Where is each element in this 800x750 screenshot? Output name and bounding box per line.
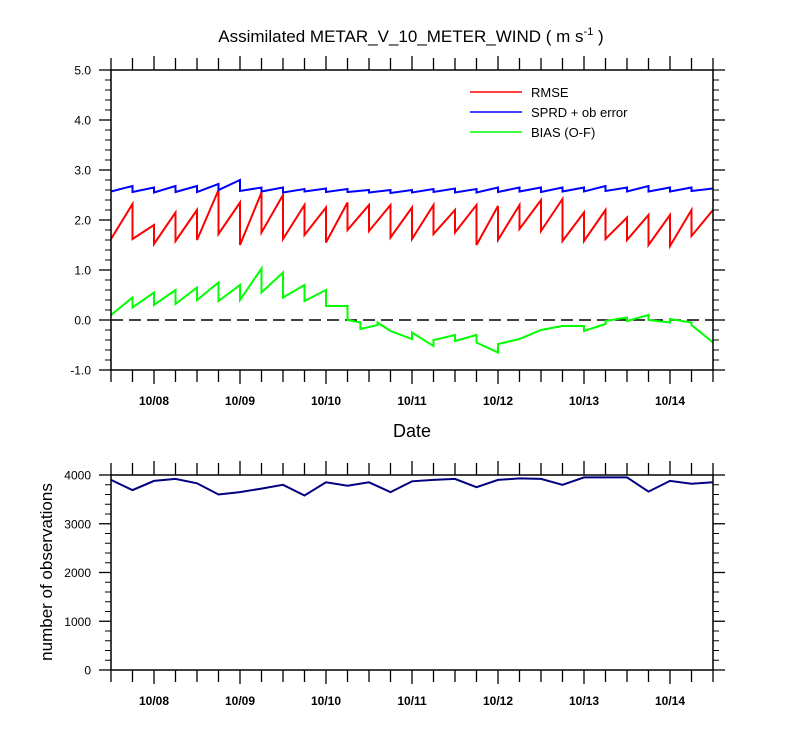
bottom-ticks [99, 461, 725, 684]
y-axis-label-observations: number of observations [37, 483, 56, 661]
y-tick-label: 2000 [64, 566, 91, 580]
x-tick-label: 10/08 [139, 394, 169, 408]
top-y-tick-labels: -1.0 0.0 1.0 2.0 3.0 4.0 5.0 [70, 64, 91, 378]
y-tick-label: 3000 [64, 517, 91, 531]
x-tick-label: 10/13 [569, 394, 599, 408]
x-tick-label: 10/09 [225, 394, 255, 408]
legend-label-rmse: RMSE [531, 85, 569, 100]
bottom-y-tick-labels: 0 1000 2000 3000 4000 [64, 469, 91, 678]
bottom-plot-frame [110, 474, 714, 671]
top-x-tick-labels: 10/08 10/09 10/10 10/11 10/12 10/13 10/14 [139, 394, 685, 408]
x-tick-label: 10/14 [655, 394, 685, 408]
x-axis-label: Date [393, 421, 431, 441]
x-tick-label: 10/10 [311, 394, 341, 408]
chart-title-main: Assimilated METAR_V_10_METER_WIND ( m s [218, 27, 583, 46]
x-tick-label: 10/14 [655, 694, 685, 708]
x-tick-label: 10/11 [397, 394, 427, 408]
x-tick-label: 10/08 [139, 694, 169, 708]
x-tick-label: 10/12 [483, 694, 513, 708]
y-tick-label: 0.0 [74, 314, 91, 328]
x-tick-label: 10/10 [311, 694, 341, 708]
top-ticks [99, 56, 725, 384]
chart-title-close: ) [593, 27, 603, 46]
y-tick-label: 3.0 [74, 164, 91, 178]
y-tick-label: 1.0 [74, 264, 91, 278]
x-tick-label: 10/13 [569, 694, 599, 708]
legend-label-sprd: SPRD + ob error [531, 105, 628, 120]
top-panel: -1.00.01.02.03.04.05.0 10/08 10/09 10/10 10… [70, 56, 725, 441]
legend-label-bias: BIAS (O-F) [531, 125, 595, 140]
y-tick-label: 2.0 [74, 214, 91, 228]
bottom-series-group [110, 476, 714, 497]
x-tick-label: 10/11 [397, 694, 427, 708]
x-tick-label: 10/09 [225, 694, 255, 708]
legend: RMSE SPRD + ob error BIAS (O-F) [470, 85, 628, 140]
series-line-2 [110, 265, 714, 355]
y-tick-label: 4.0 [74, 114, 91, 128]
chart-title-superscript: -1 [584, 26, 594, 38]
top-series-group [110, 178, 714, 355]
chart-title: Assimilated METAR_V_10_METER_WIND ( m s-… [218, 26, 603, 46]
bottom-x-tick-labels: 10/08 10/09 10/10 10/11 10/12 10/13 10/14 [139, 694, 685, 708]
y-tick-label: 0 [84, 664, 91, 678]
top-plot-frame [110, 69, 714, 371]
y-tick-label: 5.0 [74, 64, 91, 78]
y-tick-label: 1000 [64, 615, 91, 629]
y-tick-label: -1.0 [70, 364, 91, 378]
series-line-0 [110, 189, 714, 250]
series-line-0 [110, 476, 714, 497]
x-tick-label: 10/12 [483, 394, 513, 408]
y-tick-label: 4000 [64, 469, 91, 483]
series-line-1 [110, 178, 714, 195]
